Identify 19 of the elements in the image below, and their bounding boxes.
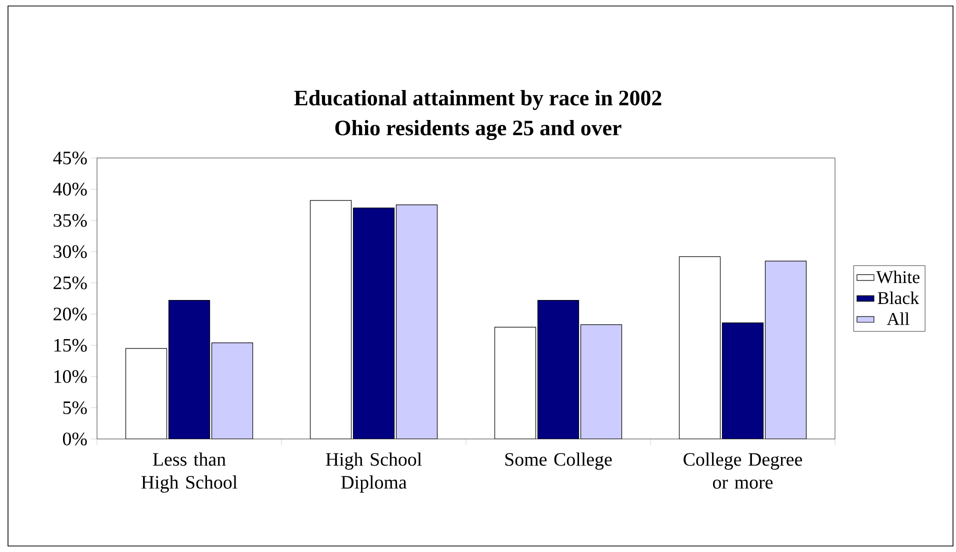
legend-label: Black <box>878 292 920 304</box>
legend-label: White <box>876 270 920 284</box>
y-tick-label: 25% <box>54 276 87 290</box>
y-tick-label: 5% <box>63 401 87 414</box>
x-tick-label: Some College <box>505 452 612 470</box>
y-tick-label: 10% <box>54 370 87 383</box>
y-tick-label: 45% <box>53 152 87 164</box>
x-tick-label: College Degree or more <box>684 452 802 489</box>
y-tick-label: 20% <box>54 308 87 321</box>
y-tick-label: 35% <box>54 214 87 227</box>
y-tick-label: 40% <box>53 182 87 196</box>
y-tick-label: 15% <box>54 338 87 352</box>
chart-subtitle: Ohio residents age 25 and over <box>335 120 622 140</box>
y-tick-label: 30% <box>54 245 87 258</box>
x-tick-label: Less than High School <box>141 452 238 493</box>
y-tick-label: 0% <box>62 432 87 446</box>
chart-title: Educational attainment by race in 2002 <box>294 90 662 110</box>
x-tick-label: High School Diploma <box>326 452 422 493</box>
legend-label: All <box>886 312 910 325</box>
